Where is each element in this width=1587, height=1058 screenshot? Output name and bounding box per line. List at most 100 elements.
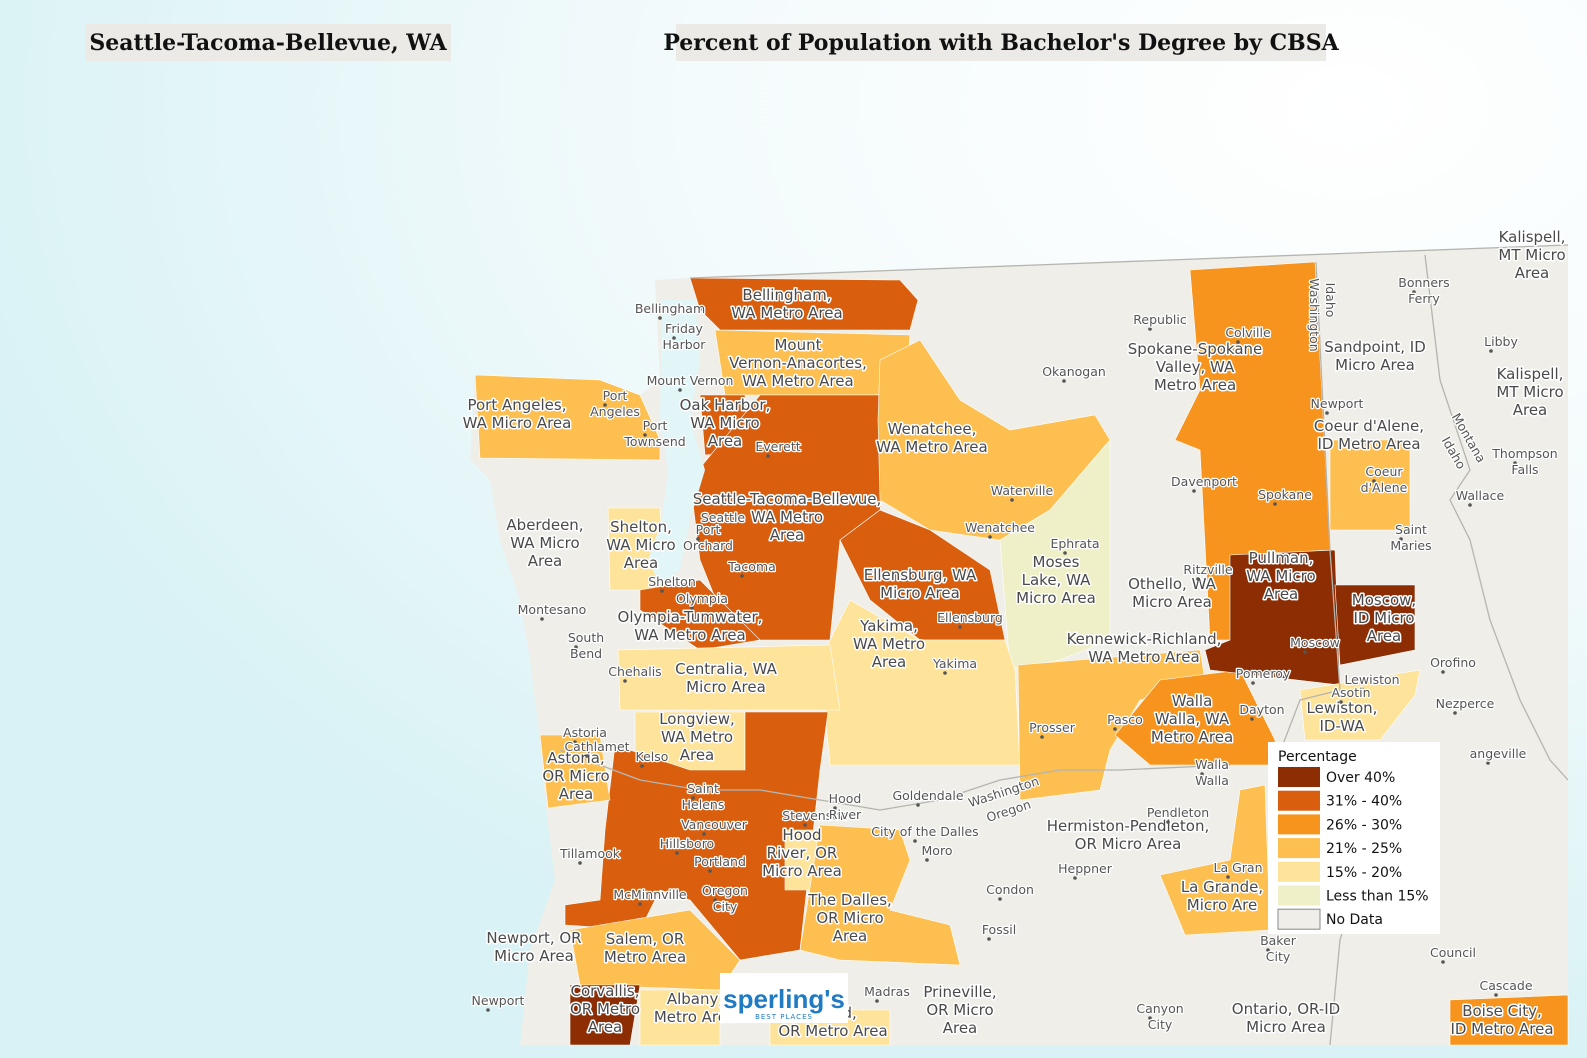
place-label: Stevenson [782,808,848,823]
place-dot [1226,875,1230,879]
legend-label: 15% - 20% [1326,865,1402,881]
place-label-line: Dayton [1239,702,1284,717]
area-label-line: Olympia-Tumwater, [618,608,763,626]
legend-title: Percentage [1278,749,1357,765]
place-label-line: d'Alene [1361,480,1408,495]
place-label-line: Ferry [1408,291,1440,306]
place-dot [713,898,717,902]
place-dot [1166,820,1170,824]
place-label: Hood River [829,791,862,822]
legend-swatch [1278,838,1320,859]
place-label-line: Ellensburg [937,610,1003,625]
area-label-line: La Grande, [1181,878,1263,896]
place-label-line: Harbor [663,337,707,352]
place-dot [660,589,664,593]
place-dot [1040,735,1044,739]
area-label: Wenatchee, WA Metro Area [876,420,987,456]
place-label: Pomeroy [1236,666,1291,681]
place-label: Kelso [636,749,669,764]
place-dot [1200,772,1204,776]
place-label-line: Helens [682,797,725,812]
area-label: Oak Harbor, WA Micro Area [680,396,771,450]
area-label-line: Astoria, [547,749,604,767]
place-label: City of the Dalles [871,824,978,839]
place-dot [675,851,679,855]
area-label-line: WA Micro [690,414,759,432]
legend-label: No Data [1326,912,1383,928]
place-label-line: Pomeroy [1236,666,1291,681]
place-dot [1468,503,1472,507]
place-label: Spokane [1258,487,1312,502]
area-label-line: Micro Area [1246,1018,1326,1036]
location-title: Seattle-Tacoma-Bellevue, WA [89,30,447,56]
area-label-line: OR Micro [926,1001,993,1019]
place-label-line: Nezperce [1436,696,1495,711]
place-label-line: Saint [1395,522,1427,537]
place-label-line: Thompson [1491,446,1557,461]
place-dot [1453,711,1457,715]
cbsa-area [1299,669,1421,741]
place-label-line: Goldendale [892,788,963,803]
place-label: Port Orchard [683,522,733,553]
cbsa-area [1329,439,1411,531]
place-dot [540,617,544,621]
area-label-line: WA Metro Area [1088,648,1199,666]
place-dot [1251,681,1255,685]
place-label: Waterville [991,483,1054,498]
area-label: Olympia-Tumwater, WA Metro Area [618,608,763,644]
legend: Over 40% 31% - 40% 26% - 30% 21% - 25% 15% -… [1277,767,1429,930]
place-dot [573,740,577,744]
area-label: Moses Lake, WA Micro Area [1016,553,1096,607]
place-dot [1486,761,1490,765]
border-line [1424,254,1569,781]
area-label-line: ID Micro [1353,609,1414,627]
area-label-line: Area [624,554,659,572]
cbsa-area [839,509,1006,641]
place-label-line: Moro [922,843,953,858]
place-dot [708,869,712,873]
place-dot [875,999,879,1003]
area-label-line: Moscow, [1352,591,1416,609]
area-label-line: Metro Area [1154,376,1236,394]
area-label-line: Area [1515,264,1550,282]
place-label-line: Spokane [1258,487,1312,502]
place-label: Lewiston [1344,672,1399,687]
area-label-line: Centralia, WA [675,660,778,678]
area-label-line: OR Micro [816,909,883,927]
place-dot [1113,727,1117,731]
place-dot [1010,498,1014,502]
area-label-line: WA Metro Area [731,304,842,322]
place-dot [638,902,642,906]
area-label: Seattle-Tacoma-Bellevue, WA Metro Area [693,490,882,544]
area-label-line: Boise City, [1462,1002,1542,1020]
place-label-line: Walla [1195,773,1229,788]
place-label: Ephrata [1050,536,1099,551]
place-label-line: Wenatchee [965,520,1035,535]
place-label: Saint Maries [1390,522,1431,553]
place-label-line: Heppner [1058,861,1113,876]
area-label-line: Walla [1172,692,1213,710]
place-label-line: River [829,807,862,822]
place-label-line: Tillamook [559,846,621,861]
place-label-line: Shelton [648,574,696,589]
place-label: Moro [922,843,953,858]
logo-tagline: BEST PLACES [755,1013,813,1021]
place-label: Hillsboro [660,836,714,851]
place-dot [833,806,837,810]
puget-sound [648,300,705,585]
place-label-line: Stevenson [782,808,848,823]
place-label: Condon [986,882,1034,897]
area-label: Astoria, OR Micro Area [542,749,609,803]
place-label-line: Condon [986,882,1034,897]
area-label-line: Kennewick-Richland, [1067,630,1222,648]
place-label: Port Angeles [590,388,640,419]
place-label-line: Friday [665,321,703,336]
area-label-line: WA Micro Area [463,414,572,432]
place-dot [690,606,694,610]
place-label-line: Libby [1484,334,1518,349]
area-label: Salem, OR Metro Area [604,930,686,966]
area-label: Ellensburg, WA Micro Area [864,566,977,602]
place-dot [1325,411,1329,415]
place-label: Friday Harbor [663,321,707,352]
